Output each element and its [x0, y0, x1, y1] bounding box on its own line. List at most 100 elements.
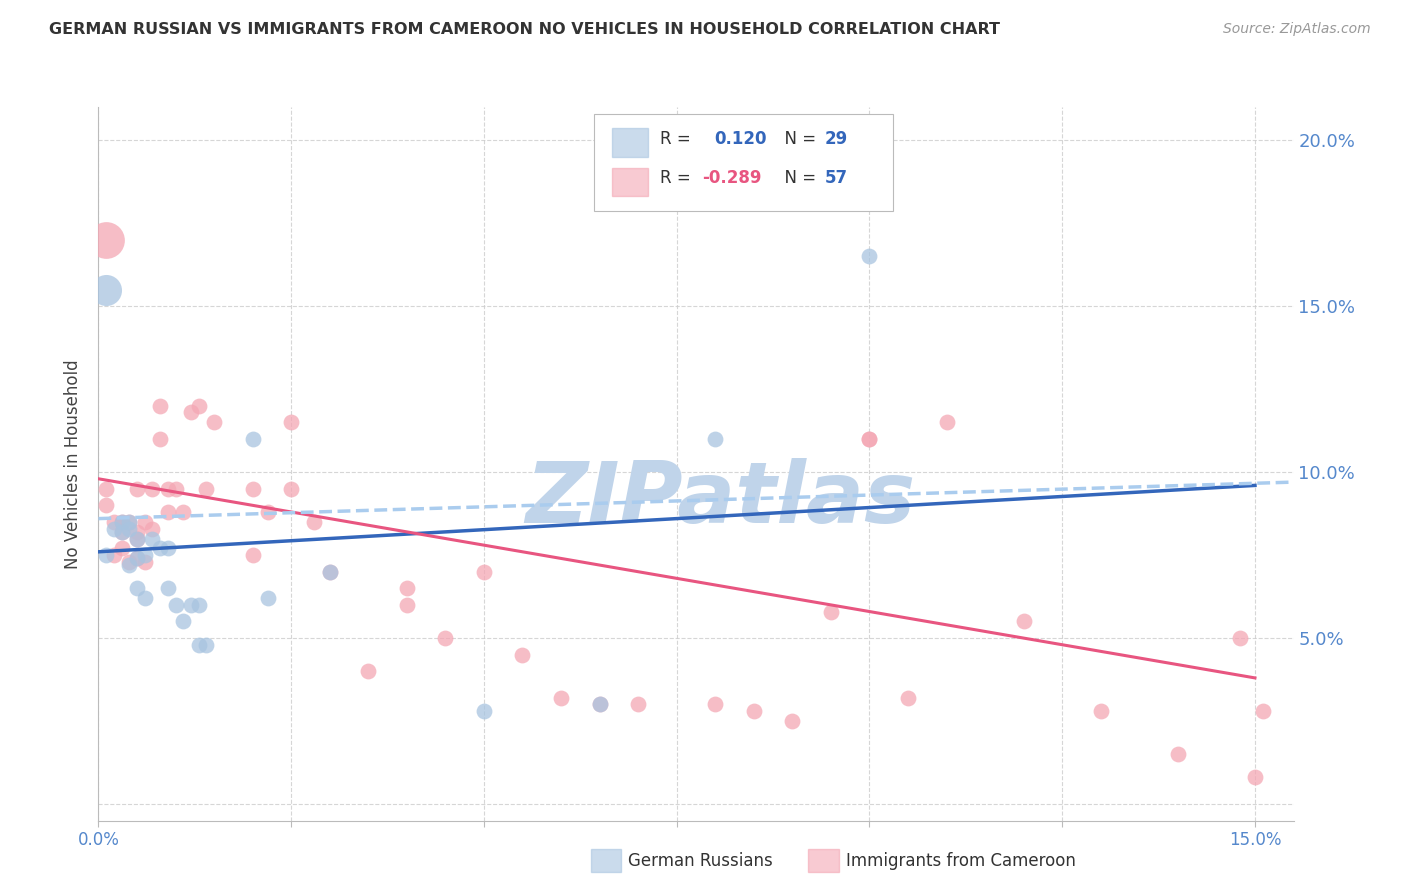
Point: [125, 551, 148, 566]
Text: 0.120: 0.120: [714, 130, 766, 148]
Point: [588, 698, 610, 712]
Point: [94, 233, 117, 247]
Point: [187, 598, 209, 612]
Point: [149, 399, 172, 413]
Point: [357, 665, 380, 679]
Point: [242, 482, 264, 496]
Point: [141, 532, 163, 546]
Point: [897, 690, 920, 705]
Point: [512, 648, 534, 662]
Point: [319, 565, 342, 579]
Point: [118, 555, 141, 569]
Point: [110, 524, 132, 539]
Point: [704, 432, 727, 446]
Text: -0.289: -0.289: [702, 169, 762, 187]
Point: [1012, 615, 1035, 629]
Point: [588, 698, 610, 712]
Point: [202, 415, 225, 429]
Point: [1229, 631, 1251, 645]
FancyBboxPatch shape: [613, 168, 648, 196]
Point: [242, 548, 264, 562]
Point: [103, 522, 125, 536]
Point: [149, 541, 172, 556]
Point: [1251, 704, 1274, 718]
Point: [110, 515, 132, 529]
Y-axis label: No Vehicles in Household: No Vehicles in Household: [65, 359, 83, 569]
Point: [103, 515, 125, 529]
Point: [280, 482, 302, 496]
Point: [858, 432, 880, 446]
Point: [125, 482, 148, 496]
Point: [134, 591, 156, 606]
FancyBboxPatch shape: [595, 114, 893, 211]
Point: [118, 515, 141, 529]
Point: [125, 532, 148, 546]
Point: [156, 541, 179, 556]
Point: [242, 432, 264, 446]
Point: [125, 532, 148, 546]
Point: [165, 482, 187, 496]
Text: GERMAN RUSSIAN VS IMMIGRANTS FROM CAMEROON NO VEHICLES IN HOUSEHOLD CORRELATION : GERMAN RUSSIAN VS IMMIGRANTS FROM CAMERO…: [49, 22, 1000, 37]
Point: [742, 704, 765, 718]
Point: [141, 482, 163, 496]
Text: 57: 57: [825, 169, 848, 187]
Point: [858, 249, 880, 263]
Point: [125, 582, 148, 596]
Point: [627, 698, 650, 712]
Text: N =: N =: [773, 169, 821, 187]
Point: [118, 558, 141, 572]
Point: [550, 690, 572, 705]
Point: [180, 598, 202, 612]
Text: 29: 29: [825, 130, 848, 148]
Point: [134, 548, 156, 562]
Point: [156, 582, 179, 596]
Point: [118, 522, 141, 536]
Point: [187, 399, 209, 413]
Point: [103, 548, 125, 562]
Point: [395, 582, 418, 596]
Text: N =: N =: [773, 130, 821, 148]
Point: [125, 524, 148, 539]
Text: ZIPatlas: ZIPatlas: [524, 458, 915, 541]
Text: R =: R =: [661, 130, 696, 148]
Point: [156, 482, 179, 496]
Point: [94, 499, 117, 513]
Point: [180, 405, 202, 419]
Point: [156, 505, 179, 519]
Point: [820, 605, 842, 619]
Point: [280, 415, 302, 429]
Point: [187, 638, 209, 652]
Point: [257, 505, 280, 519]
Point: [94, 482, 117, 496]
Point: [134, 555, 156, 569]
Point: [1090, 704, 1112, 718]
Point: [110, 515, 132, 529]
Point: [704, 698, 727, 712]
Point: [134, 515, 156, 529]
Point: [319, 565, 342, 579]
Text: R =: R =: [661, 169, 696, 187]
Point: [94, 283, 117, 297]
Point: [125, 551, 148, 566]
Point: [195, 482, 218, 496]
Point: [118, 515, 141, 529]
Text: Immigrants from Cameroon: Immigrants from Cameroon: [846, 852, 1076, 870]
Point: [149, 432, 172, 446]
Point: [472, 704, 495, 718]
Point: [472, 565, 495, 579]
Point: [1167, 747, 1189, 762]
Point: [434, 631, 457, 645]
Point: [935, 415, 957, 429]
Point: [110, 524, 132, 539]
Point: [195, 638, 218, 652]
Text: Source: ZipAtlas.com: Source: ZipAtlas.com: [1223, 22, 1371, 37]
Point: [110, 541, 132, 556]
Point: [141, 522, 163, 536]
FancyBboxPatch shape: [613, 128, 648, 157]
Point: [304, 515, 326, 529]
Point: [395, 598, 418, 612]
Point: [165, 598, 187, 612]
Point: [257, 591, 280, 606]
Point: [1244, 771, 1267, 785]
Point: [172, 615, 194, 629]
